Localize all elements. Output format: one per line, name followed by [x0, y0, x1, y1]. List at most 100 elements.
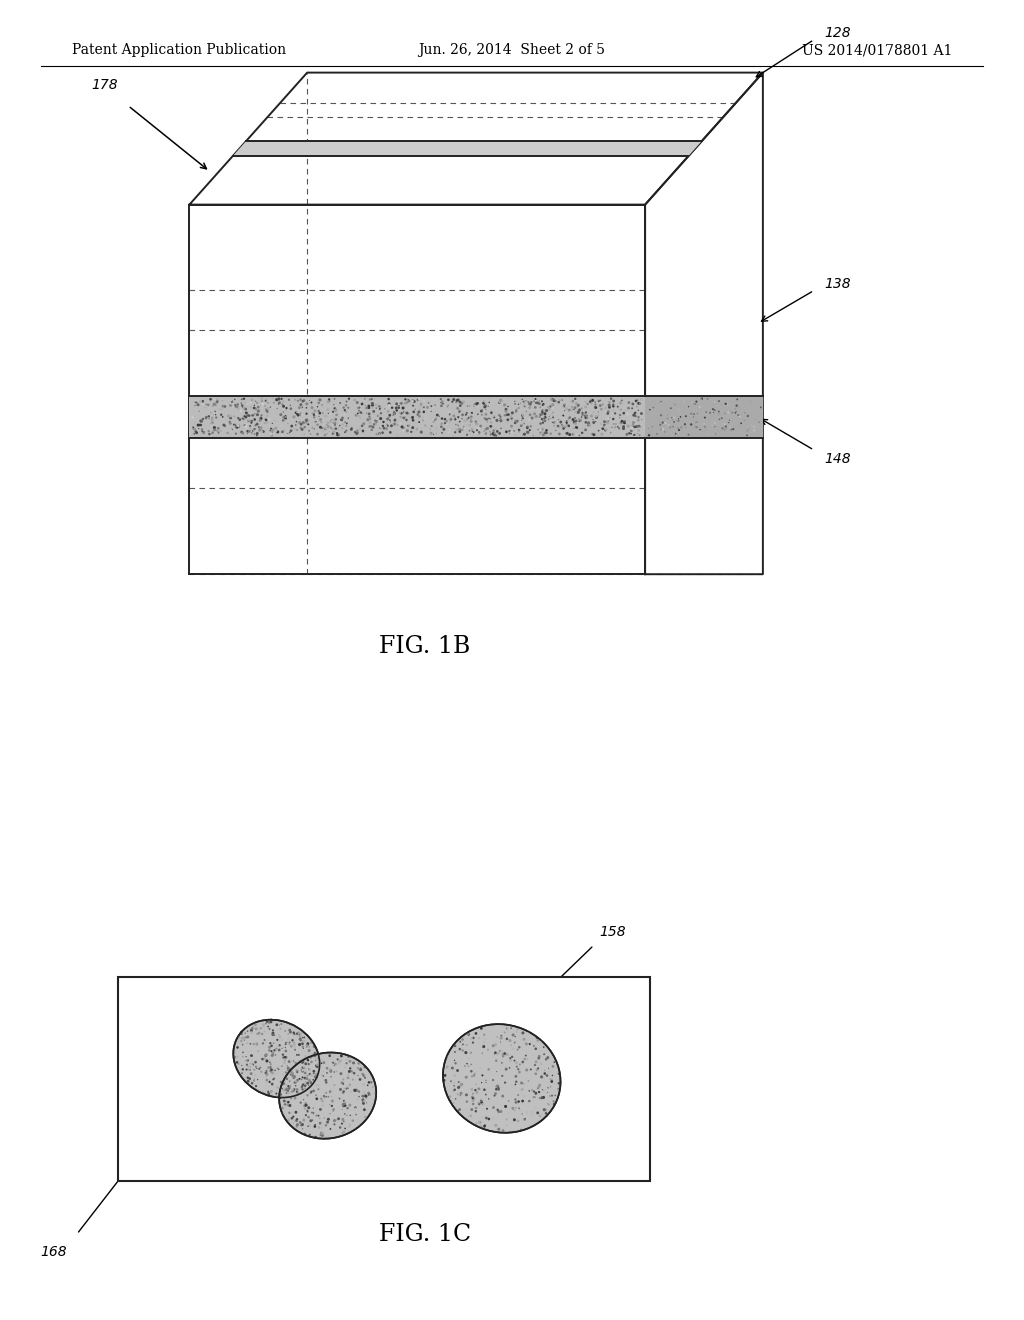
Point [615, 418, 632, 440]
Point [743, 414, 760, 436]
Point [250, 400, 266, 421]
Point [623, 424, 639, 445]
Point [231, 409, 248, 430]
Point [522, 416, 539, 437]
Text: 128: 128 [824, 26, 851, 40]
Point [657, 412, 674, 433]
Point [186, 418, 203, 440]
Point [508, 1052, 524, 1073]
Point [278, 1090, 294, 1111]
Point [446, 1041, 463, 1063]
Point [293, 1114, 309, 1135]
Point [492, 422, 508, 444]
Point [521, 397, 538, 418]
Point [294, 1078, 310, 1100]
Point [329, 412, 345, 433]
Point [395, 420, 412, 441]
Point [313, 1122, 330, 1143]
Point [247, 1014, 263, 1035]
Point [309, 414, 326, 436]
Point [317, 1069, 334, 1090]
Point [349, 397, 366, 418]
Point [598, 401, 614, 422]
Point [207, 401, 223, 422]
Point [323, 1061, 339, 1082]
Point [537, 422, 553, 444]
Point [288, 414, 304, 436]
Point [484, 424, 501, 445]
Point [407, 392, 423, 413]
Point [564, 391, 581, 412]
Point [718, 392, 734, 413]
Point [503, 1035, 519, 1056]
Point [335, 1109, 351, 1130]
Point [234, 408, 251, 429]
Point [281, 1109, 297, 1130]
Point [361, 389, 378, 411]
Point [566, 418, 583, 440]
Point [449, 420, 465, 441]
Point [413, 395, 429, 416]
Point [351, 405, 368, 426]
Point [487, 425, 504, 446]
Point [201, 408, 217, 429]
Point [573, 407, 590, 428]
Point [532, 1031, 549, 1052]
Point [578, 420, 594, 441]
Point [274, 1080, 291, 1101]
Point [507, 391, 523, 412]
Point [535, 395, 551, 416]
Point [393, 393, 410, 414]
Point [244, 1022, 260, 1043]
Point [375, 422, 391, 444]
Point [304, 417, 321, 438]
Point [538, 1102, 554, 1123]
Point [427, 409, 443, 430]
Point [541, 409, 557, 430]
Point [578, 407, 594, 428]
Point [274, 421, 291, 442]
Point [360, 404, 377, 425]
Point [293, 1030, 309, 1051]
Point [479, 412, 496, 433]
Point [212, 421, 228, 442]
Point [230, 399, 247, 420]
Point [244, 1049, 260, 1071]
Point [354, 393, 371, 414]
Point [603, 388, 620, 409]
Point [672, 399, 688, 420]
Point [527, 388, 544, 409]
Point [212, 399, 228, 420]
Point [504, 1076, 520, 1097]
Text: 138: 138 [824, 277, 851, 290]
Point [246, 1071, 262, 1092]
Point [527, 411, 544, 432]
Point [498, 399, 514, 420]
Point [294, 1114, 310, 1135]
Point [262, 396, 279, 417]
Point [314, 403, 331, 424]
Point [441, 418, 458, 440]
Point [386, 413, 402, 434]
Point [263, 422, 280, 444]
Point [244, 1020, 260, 1041]
Point [691, 396, 708, 417]
Point [482, 408, 499, 429]
Point [523, 392, 540, 413]
Point [520, 1071, 537, 1092]
Point [537, 1063, 553, 1084]
Point [272, 400, 289, 421]
Point [509, 1039, 525, 1060]
Point [676, 391, 692, 412]
Point [504, 1047, 520, 1068]
Point [305, 1063, 322, 1084]
Point [276, 1049, 293, 1071]
Point [558, 411, 574, 432]
Point [389, 424, 406, 445]
Point [229, 416, 246, 437]
Point [377, 399, 393, 420]
Point [247, 420, 263, 441]
Point [247, 405, 263, 426]
Point [543, 424, 559, 445]
Point [357, 1085, 374, 1106]
